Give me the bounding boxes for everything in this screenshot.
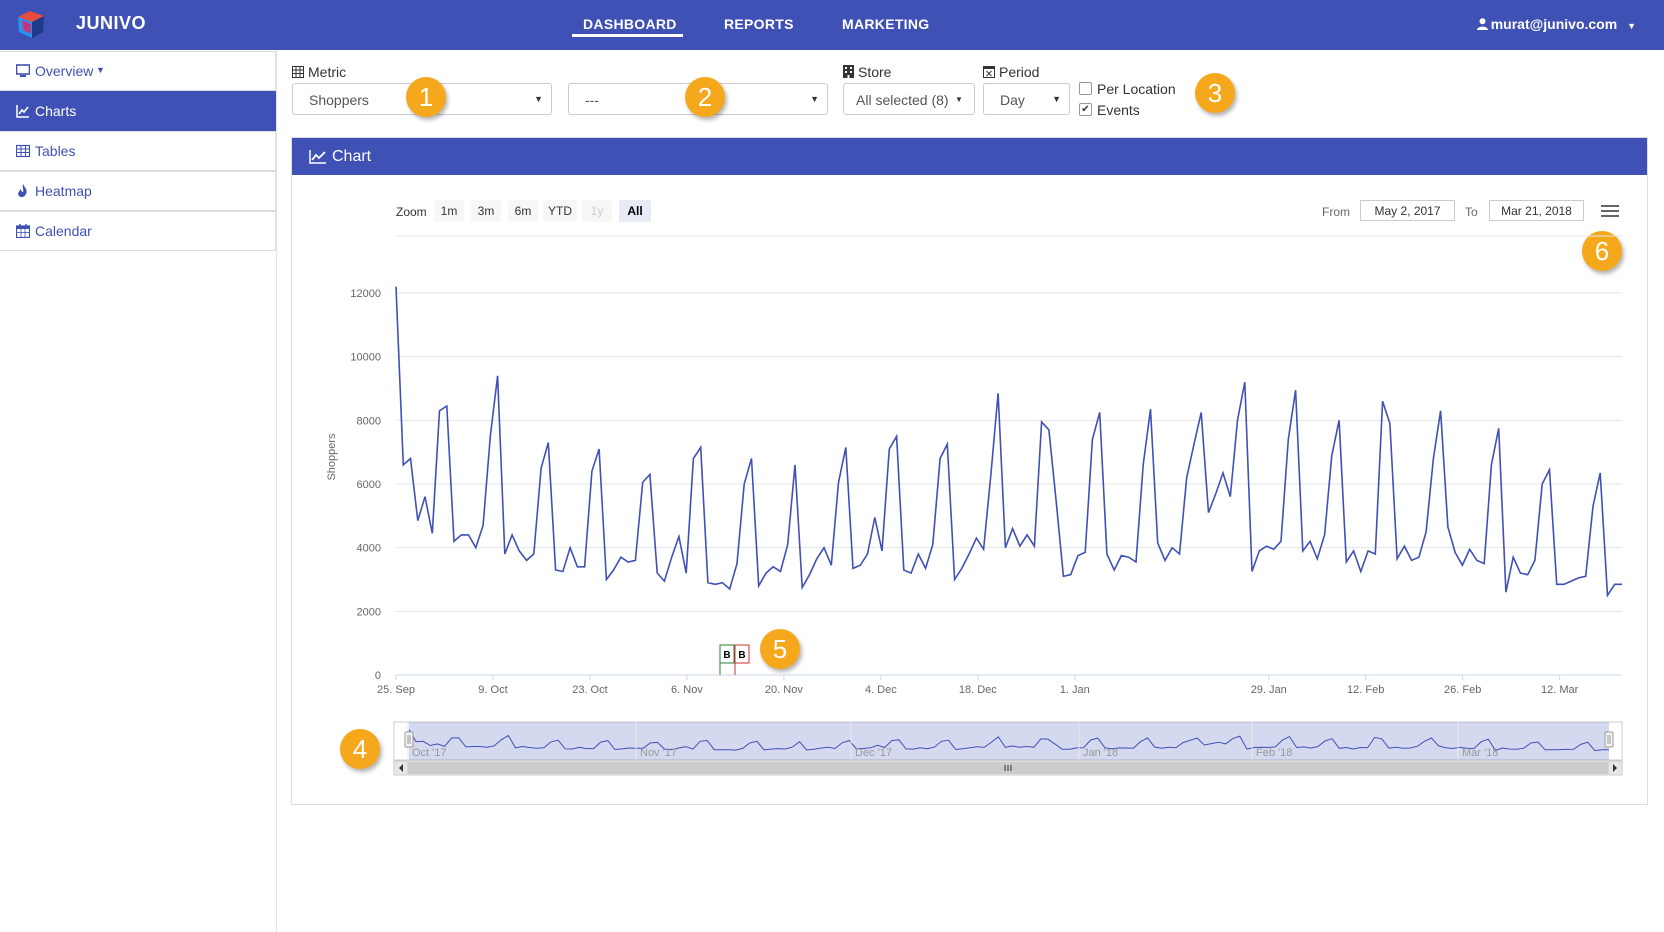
zoom-label: Zoom [396,205,427,219]
zoom-1m-button[interactable]: 1m [434,200,464,222]
brand-name[interactable]: JUNIVO [76,13,147,33]
to-date-input[interactable]: Mar 21, 2018 [1489,200,1584,221]
metric-select-value: Shoppers [309,92,369,108]
table-icon [16,144,30,158]
secondary-metric-value: --- [585,92,599,108]
caret-down-icon: ▼ [534,94,543,104]
sidebar-item-heatmap[interactable]: Heatmap [0,171,276,211]
zoom-all-button[interactable]: All [619,200,651,222]
caret-down-icon: ▼ [810,94,819,104]
nav-marketing[interactable]: MARKETING [842,16,930,32]
building-icon [843,65,854,78]
sidebar-item-label: Tables [35,143,76,159]
from-date-input[interactable]: May 2, 2017 [1360,200,1455,221]
to-label: To [1465,205,1478,219]
metric-label: Metric [292,64,346,80]
chart-panel-header: Chart [292,138,1647,175]
store-select-value: All selected (8) [856,92,949,108]
caret-down-icon: ▼ [955,95,963,104]
hamburger-icon-bar [1601,215,1619,217]
metric-label-text: Metric [308,64,347,80]
chart-panel: Chart [291,137,1648,805]
callout-badge: 2 [685,77,725,117]
zoom-ytd-button[interactable]: YTD [543,200,577,222]
period-select[interactable]: Day ▼ [983,83,1070,115]
sidebar-item-label: Calendar [35,223,92,239]
store-label: Store [843,64,891,80]
checkbox-box[interactable] [1079,82,1092,95]
user-icon [1476,18,1488,30]
sidebar-item-label: Charts [35,103,77,119]
period-select-value: Day [1000,92,1025,108]
nav-active-indicator [572,34,683,37]
user-menu[interactable]: murat@junivo.com ▼ [1476,16,1636,32]
store-label-text: Store [858,64,892,80]
sidebar-item-tables[interactable]: Tables [0,131,276,171]
caret-down-icon: ▼ [96,65,105,75]
line-chart-icon [16,105,29,118]
calendar-x-icon [983,66,995,78]
fire-icon [18,184,27,198]
period-label: Period [983,64,1039,80]
top-navbar: JUNIVO DASHBOARD REPORTS MARKETING murat… [0,0,1664,50]
sidebar: Overview ▼ Charts Tables Heatmap Calenda… [0,50,277,932]
nav-reports[interactable]: REPORTS [724,16,794,32]
sidebar-item-charts[interactable]: Charts [0,91,276,131]
sidebar-item-calendar[interactable]: Calendar [0,211,276,251]
zoom-1y-button[interactable]: 1y [582,200,612,222]
hamburger-icon-bar [1601,205,1619,207]
callout-badge: 6 [1582,231,1622,271]
chart-menu-button[interactable] [1601,205,1619,219]
sidebar-item-label: Overview [35,63,94,79]
zoom-6m-button[interactable]: 6m [508,200,538,222]
sidebar-item-label: Heatmap [35,183,92,199]
callout-badge: 1 [406,77,446,117]
monitor-icon [16,64,30,77]
callout-badge: 4 [340,729,380,769]
events-label: Events [1097,102,1140,118]
callout-badge: 3 [1195,73,1235,113]
hamburger-icon-bar [1601,210,1619,212]
store-select[interactable]: All selected (8) ▼ [843,83,975,115]
period-label-text: Period [999,64,1040,80]
from-label: From [1322,205,1350,219]
junivo-logo-icon[interactable] [16,11,46,39]
zoom-3m-button[interactable]: 3m [471,200,501,222]
calendar-icon [16,224,30,238]
caret-down-icon: ▼ [1627,21,1636,31]
sidebar-item-overview[interactable]: Overview ▼ [0,51,276,91]
table-icon [292,66,304,78]
checkbox-box[interactable]: ✔ [1079,103,1092,116]
callout-badge: 5 [760,629,800,669]
chart-panel-title: Chart [332,148,372,165]
line-chart-icon [309,150,326,164]
nav-dashboard[interactable]: DASHBOARD [583,16,677,32]
user-email: murat@junivo.com [1490,16,1618,32]
per-location-label: Per Location [1097,81,1176,97]
caret-down-icon: ▼ [1052,94,1061,104]
